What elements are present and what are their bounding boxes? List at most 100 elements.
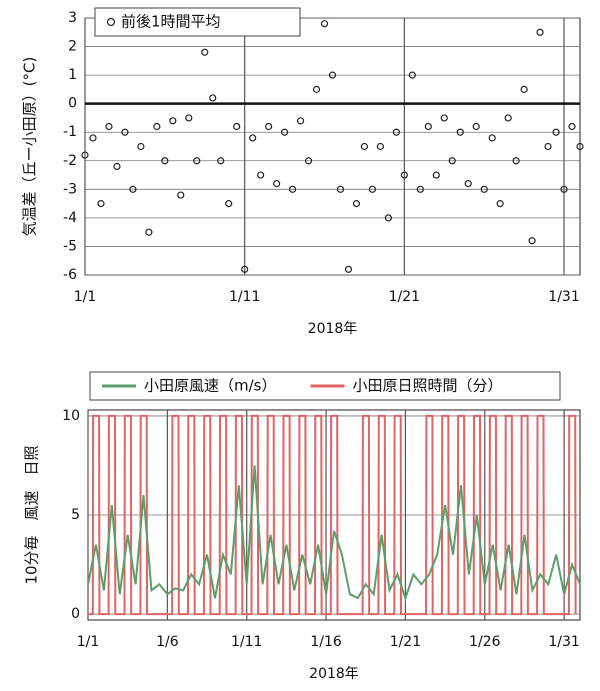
y-tick-label: -5	[63, 238, 77, 254]
point	[536, 28, 544, 36]
point	[217, 157, 225, 165]
point	[177, 191, 185, 199]
point	[568, 122, 576, 131]
point	[304, 157, 313, 165]
point	[312, 85, 321, 93]
series-line	[87, 465, 581, 602]
point	[456, 128, 464, 136]
x-tick-label: 1/21	[390, 634, 421, 650]
point	[280, 128, 289, 136]
point	[424, 122, 432, 131]
legend-box	[94, 7, 301, 37]
point	[552, 128, 560, 136]
point	[320, 20, 329, 28]
y-tick-label: -6	[63, 267, 77, 283]
point	[512, 157, 520, 165]
point	[105, 122, 113, 131]
point	[169, 117, 177, 125]
x-tick-label: 1/16	[310, 634, 342, 650]
y-axis-label: 気温差（丘ー小田原）(°C)	[21, 57, 39, 237]
point	[336, 185, 345, 193]
legend-label: 前後1時間平均	[121, 13, 221, 31]
point	[328, 71, 337, 79]
point	[432, 171, 440, 179]
point	[161, 157, 169, 165]
point	[496, 200, 504, 208]
point	[488, 134, 496, 142]
point	[440, 114, 448, 122]
y-tick-label: 0	[71, 606, 80, 622]
point	[352, 200, 361, 208]
x-tick-label: 1/1	[77, 634, 100, 650]
x-axis-label: 2018年	[309, 666, 359, 682]
plot-area	[84, 17, 581, 276]
point	[400, 171, 408, 179]
point	[296, 117, 305, 125]
point	[344, 265, 353, 273]
y-tick-label: 1	[68, 67, 77, 83]
point	[121, 128, 129, 136]
point	[544, 142, 552, 151]
point	[360, 142, 369, 151]
point	[392, 128, 400, 136]
point	[288, 185, 297, 193]
x-tick-label: 1/21	[389, 289, 420, 305]
point	[576, 142, 584, 151]
point	[113, 162, 121, 171]
point	[201, 48, 209, 56]
point	[416, 185, 424, 193]
point	[209, 94, 217, 102]
x-tick-label: 1/11	[229, 289, 260, 305]
y-tick-label: 0	[68, 96, 77, 112]
point	[265, 122, 273, 131]
x-tick-label: 1/31	[548, 634, 579, 650]
x-tick-label: 1/31	[548, 289, 579, 305]
point	[520, 85, 528, 93]
point	[448, 157, 456, 165]
y-tick-label: 2	[68, 39, 77, 55]
legend-label: 小田原日照時間（分）	[352, 377, 502, 395]
point	[464, 180, 472, 188]
point	[528, 237, 536, 245]
point	[384, 214, 392, 222]
point	[376, 142, 385, 151]
point	[81, 151, 89, 159]
point	[137, 142, 145, 151]
x-tick-label: 1/11	[231, 634, 262, 650]
y-tick-label: -4	[63, 210, 77, 226]
point	[273, 180, 281, 188]
point	[129, 185, 137, 193]
point	[145, 228, 153, 236]
x-tick-label: 1/26	[469, 634, 501, 650]
x-tick-label: 1/6	[156, 634, 179, 650]
point	[472, 122, 480, 131]
point	[233, 122, 241, 131]
point	[560, 185, 568, 193]
point	[185, 114, 193, 122]
x-axis-label: 2018年	[308, 321, 358, 337]
point	[153, 122, 161, 131]
point	[480, 185, 488, 193]
legend-marker	[106, 17, 116, 27]
point	[97, 200, 105, 208]
point	[504, 114, 512, 122]
point	[257, 171, 265, 179]
point	[249, 134, 257, 142]
y-axis-label: 10分毎 風速 日照	[23, 445, 41, 584]
y-tick-label: -1	[63, 124, 77, 140]
point	[241, 265, 249, 273]
y-tick-label: 5	[71, 507, 80, 523]
series-line	[88, 414, 577, 616]
point	[225, 200, 233, 208]
legend-label: 小田原風速（m/s）	[144, 377, 276, 395]
point	[193, 157, 201, 165]
y-tick-label: 10	[62, 408, 80, 424]
point	[368, 185, 377, 193]
point	[408, 71, 416, 79]
point	[89, 134, 97, 142]
y-tick-label: -3	[63, 181, 77, 197]
y-tick-label: -2	[63, 153, 77, 169]
y-tick-label: 3	[68, 10, 77, 26]
